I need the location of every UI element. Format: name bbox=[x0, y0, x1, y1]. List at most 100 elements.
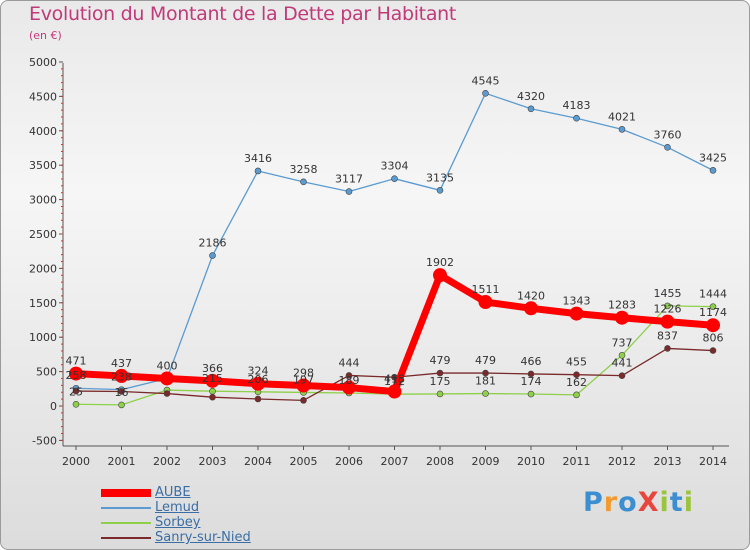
data-label-sorbey: 175 bbox=[430, 375, 451, 388]
y-tick-label: 4000 bbox=[29, 125, 57, 138]
x-tick-label: 2001 bbox=[108, 455, 136, 468]
data-label-sorbey: 197 bbox=[293, 373, 314, 386]
data-point-aube bbox=[387, 384, 402, 399]
data-point-lemud bbox=[345, 188, 353, 195]
data-point-sanry-sur-nied bbox=[709, 347, 717, 354]
data-label-sanry-sur-nied: 441 bbox=[612, 357, 633, 370]
x-tick-label: 2002 bbox=[153, 455, 181, 468]
data-label-lemud: 3135 bbox=[426, 171, 454, 184]
data-label-aube: 1174 bbox=[699, 306, 727, 319]
data-label-sanry-sur-nied: 806 bbox=[703, 332, 724, 345]
data-point-lemud bbox=[391, 175, 398, 182]
data-label-sorbey: 162 bbox=[566, 376, 587, 389]
legend-label: Sanry-sur-Nied bbox=[155, 530, 251, 545]
data-label-sorbey: 1455 bbox=[654, 287, 682, 300]
data-point-lemud bbox=[436, 187, 444, 194]
data-point-sorbey bbox=[573, 391, 580, 399]
data-label-lemud: 3760 bbox=[654, 128, 682, 141]
data-point-aube bbox=[478, 295, 493, 310]
x-tick-label: 2000 bbox=[62, 455, 90, 468]
data-point-lemud bbox=[573, 114, 580, 122]
y-tick-label: 3000 bbox=[29, 194, 57, 207]
data-label-sanry-sur-nied: 479 bbox=[475, 354, 496, 367]
y-tick-label: 3500 bbox=[29, 159, 57, 172]
data-label-lemud: 3416 bbox=[244, 152, 272, 165]
data-point-aube bbox=[524, 301, 538, 316]
proxiti-logo: ProXiti bbox=[583, 487, 694, 518]
data-label-sanry-sur-nied: 479 bbox=[430, 354, 451, 367]
y-tick-label: 5000 bbox=[29, 56, 57, 69]
data-point-lemud bbox=[300, 178, 307, 186]
legend-label: Sorbey bbox=[155, 515, 201, 530]
data-point-aube bbox=[706, 318, 720, 333]
data-label-aube: 298 bbox=[293, 366, 314, 379]
data-label-aube: 366 bbox=[202, 362, 223, 375]
data-label-aube: 1511 bbox=[472, 283, 500, 296]
data-label-sorbey: 189 bbox=[339, 374, 360, 387]
y-tick-label: 1500 bbox=[29, 297, 57, 310]
data-point-lemud bbox=[618, 126, 626, 133]
data-label-aube: 324 bbox=[248, 365, 269, 378]
y-tick-label: 1000 bbox=[29, 331, 57, 344]
data-label-sorbey: 206 bbox=[248, 373, 269, 386]
data-label-aube: 1902 bbox=[426, 256, 454, 269]
data-point-aube bbox=[433, 268, 447, 283]
data-point-sorbey bbox=[482, 390, 489, 397]
legend-label: AUBE bbox=[155, 485, 191, 500]
data-label-aube: 471 bbox=[66, 355, 87, 368]
data-point-sorbey bbox=[118, 401, 125, 409]
data-point-aube bbox=[251, 376, 265, 391]
x-tick-label: 2006 bbox=[335, 455, 363, 468]
data-point-sanry-sur-nied bbox=[527, 370, 535, 378]
legend-swatch bbox=[101, 522, 151, 524]
unit-label: (en €) bbox=[29, 29, 62, 42]
legend-swatch bbox=[101, 489, 151, 497]
data-point-aube bbox=[660, 314, 675, 329]
x-tick-label: 2012 bbox=[608, 455, 636, 468]
data-label-sorbey: 1444 bbox=[699, 288, 727, 301]
data-point-lemud bbox=[254, 167, 262, 175]
data-point-sanry-sur-nied bbox=[618, 372, 626, 379]
data-label-aube: 1343 bbox=[563, 295, 591, 308]
data-point-sanry-sur-nied bbox=[482, 369, 489, 377]
data-label-lemud: 4183 bbox=[563, 99, 591, 112]
data-label-aube: 1420 bbox=[517, 289, 545, 302]
data-label-lemud: 4545 bbox=[472, 74, 500, 87]
x-tick-label: 2005 bbox=[290, 455, 318, 468]
data-label-sanry-sur-nied: 837 bbox=[657, 329, 678, 342]
data-label-sorbey: 181 bbox=[475, 375, 496, 388]
data-label-lemud: 258 bbox=[66, 369, 87, 382]
data-point-sorbey bbox=[72, 400, 80, 408]
chart-title: Evolution du Montant de la Dette par Hab… bbox=[29, 3, 457, 25]
data-label-sorbey: 174 bbox=[521, 375, 542, 388]
data-label-sanry-sur-nied: 455 bbox=[566, 356, 587, 369]
data-label-aube: 1283 bbox=[608, 299, 636, 312]
x-tick-label: 2013 bbox=[654, 455, 682, 468]
y-tick-label: 500 bbox=[36, 366, 57, 379]
data-point-sanry-sur-nied bbox=[436, 369, 444, 377]
data-point-aube bbox=[296, 378, 311, 393]
data-label-lemud: 3425 bbox=[699, 151, 727, 164]
legend-swatch bbox=[101, 537, 151, 539]
data-point-sanry-sur-nied bbox=[664, 345, 671, 352]
legend-swatch bbox=[101, 507, 151, 509]
data-point-aube bbox=[342, 380, 356, 395]
data-point-sorbey bbox=[436, 390, 444, 398]
x-tick-label: 2008 bbox=[426, 455, 454, 468]
data-point-lemud bbox=[527, 105, 535, 113]
data-point-sorbey bbox=[209, 387, 216, 395]
data-label-lemud: 238 bbox=[111, 371, 132, 384]
data-point-aube bbox=[569, 306, 584, 321]
data-label-lemud: 4320 bbox=[517, 90, 545, 103]
legend-label: Lemud bbox=[155, 500, 200, 515]
data-point-sanry-sur-nied bbox=[254, 395, 262, 403]
data-point-aube bbox=[615, 310, 629, 325]
data-point-sorbey bbox=[527, 390, 535, 398]
data-label-lemud: 3258 bbox=[290, 163, 318, 176]
data-label-aube: 1226 bbox=[654, 303, 682, 316]
data-point-sanry-sur-nied bbox=[118, 388, 125, 395]
data-point-aube bbox=[205, 373, 220, 388]
data-point-sanry-sur-nied bbox=[163, 390, 171, 397]
